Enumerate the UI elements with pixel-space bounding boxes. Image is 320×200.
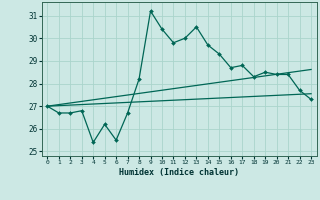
X-axis label: Humidex (Indice chaleur): Humidex (Indice chaleur) <box>119 168 239 177</box>
